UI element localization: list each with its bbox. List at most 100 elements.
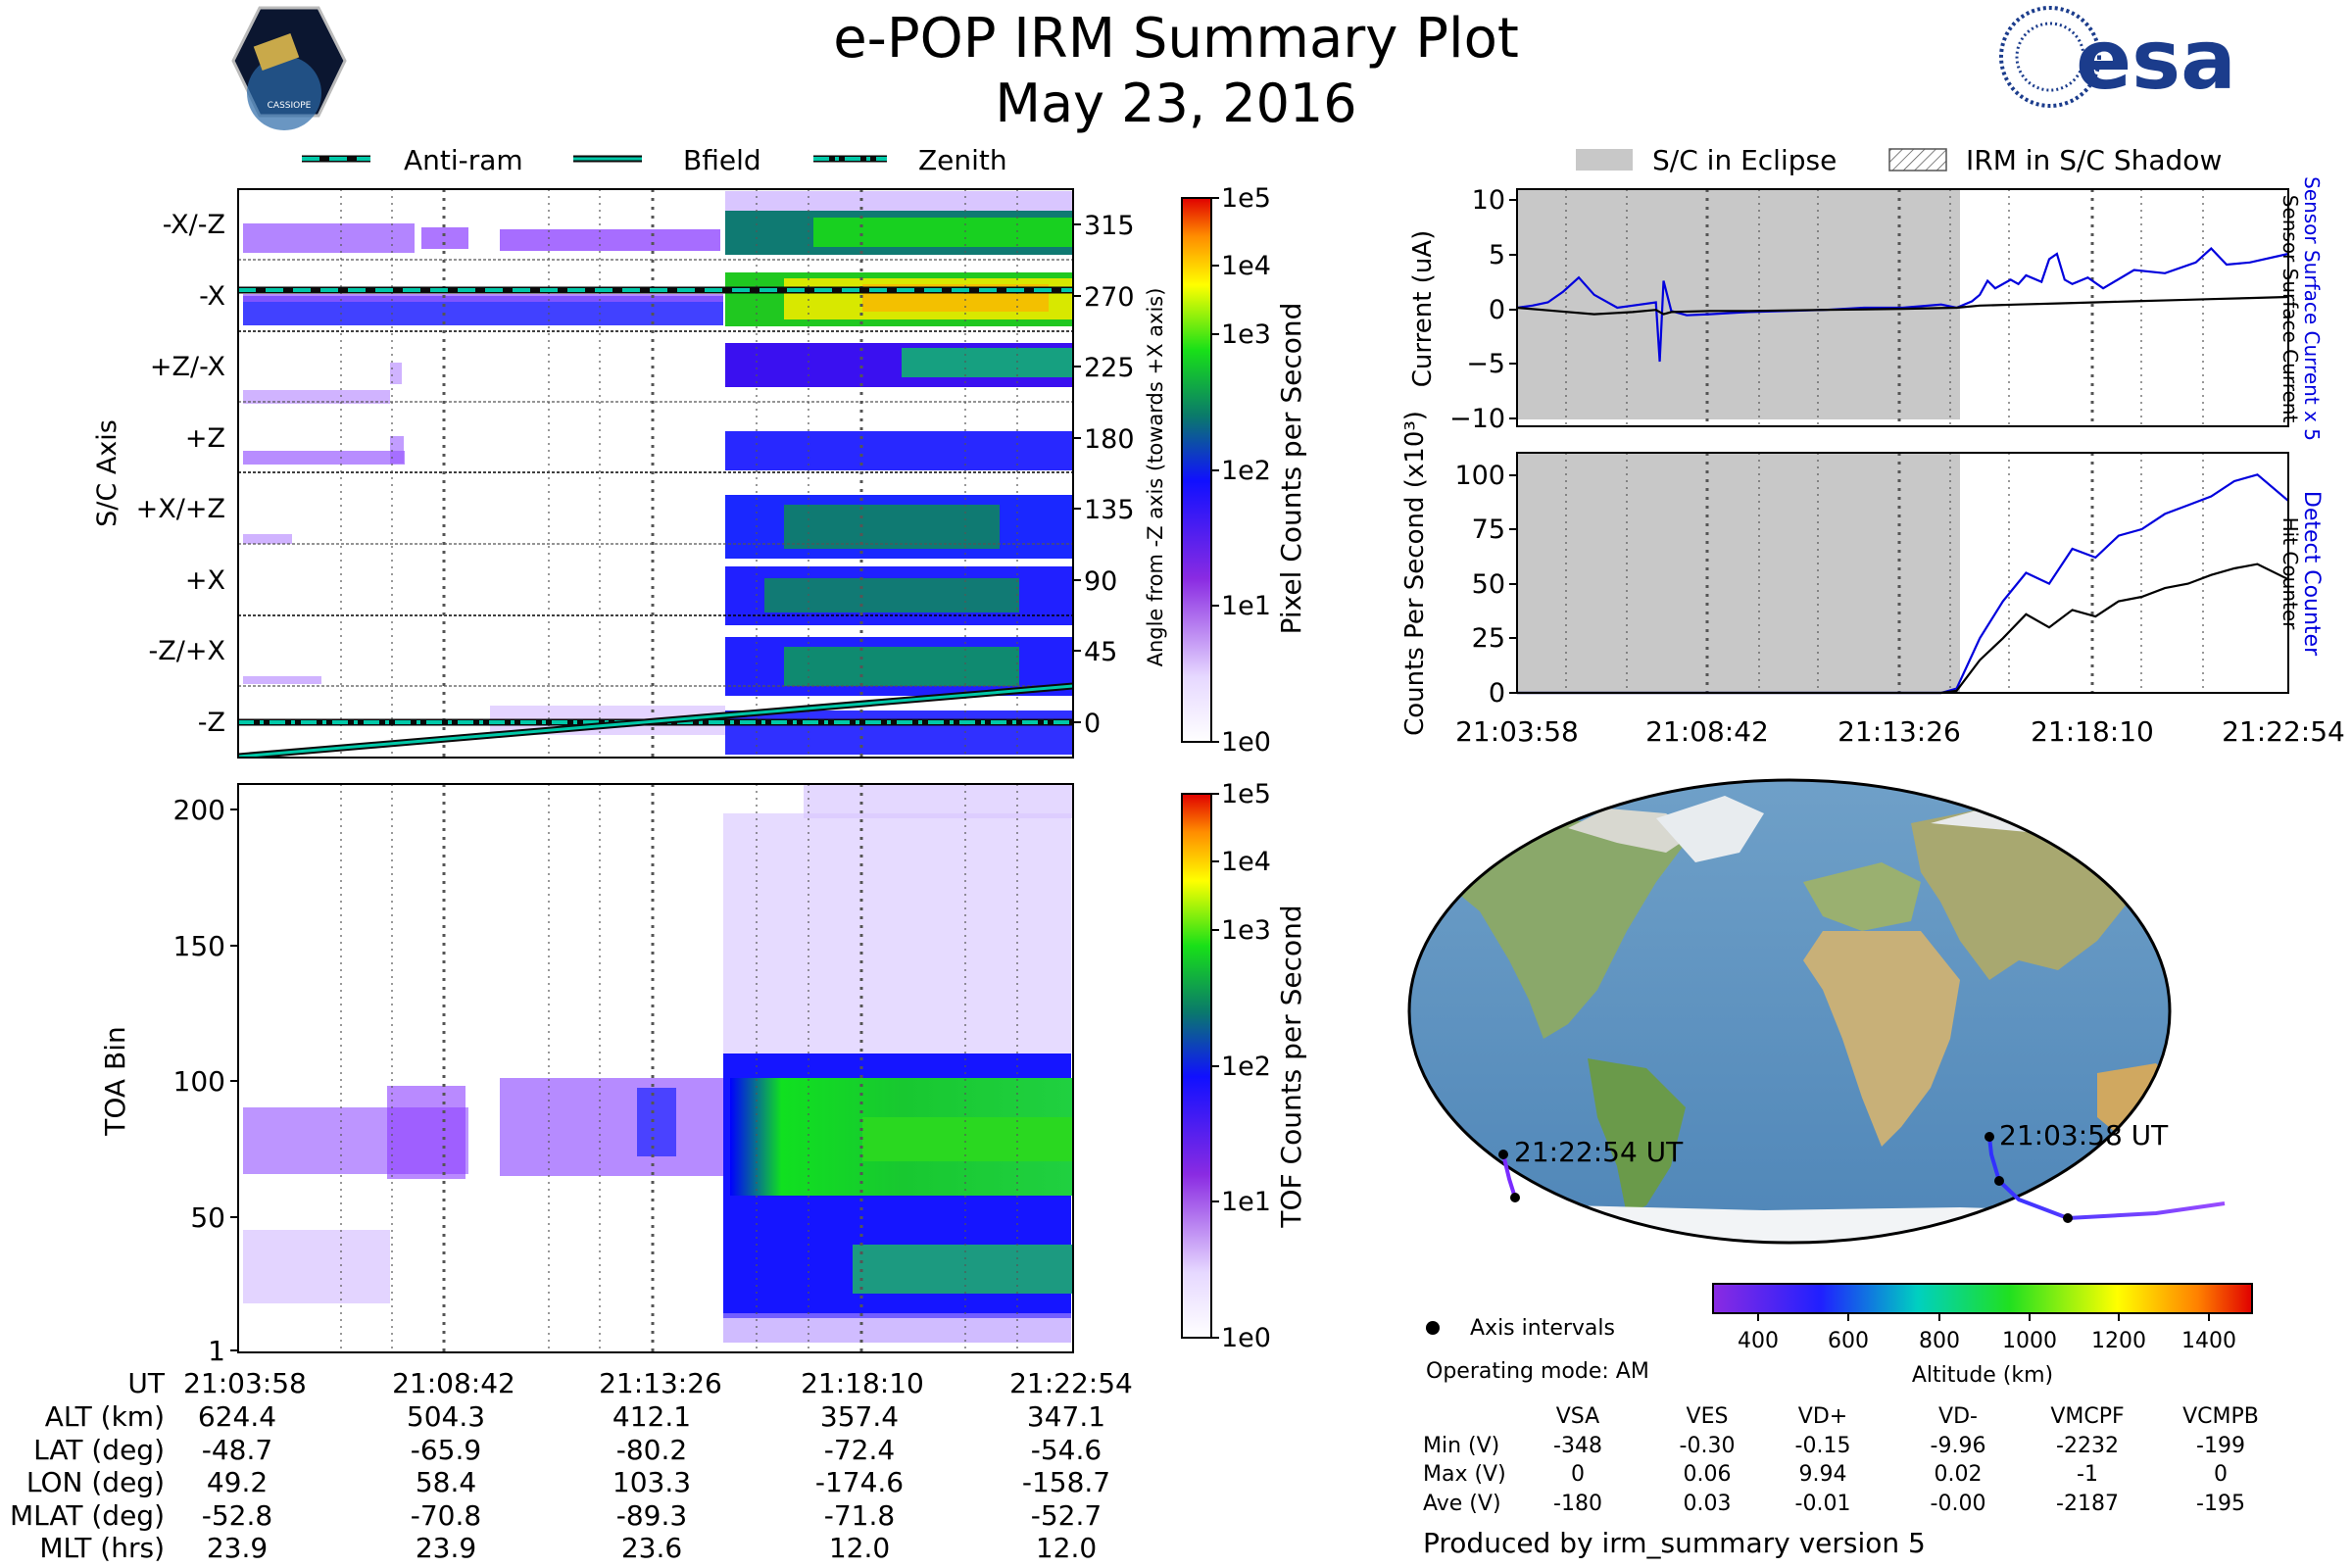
counts-ytick: 25 (1472, 623, 1505, 654)
current-ytick: 10 (1472, 185, 1505, 216)
axis-intervals-label: Axis intervals (1470, 1316, 1615, 1341)
counts-xtick: 21:13:26 (1838, 715, 1961, 748)
orbit-map: 21:03:58 UT 21:22:54 UT (1407, 778, 2226, 1245)
toa-ytick: 150 (173, 930, 225, 962)
altitude-tick: 800 (1919, 1329, 1960, 1353)
ephem-value: 347.1 (1027, 1400, 1105, 1433)
ephem-label: ALT (km) (45, 1400, 165, 1433)
toa-ytick: 200 (173, 794, 225, 826)
row-label: +X/+Z (136, 494, 225, 524)
row-label: -X/-Z (163, 210, 225, 240)
map-legend: Axis intervals Operating mode: AM 400 60… (1426, 1283, 2253, 1388)
voltage-value: 9.94 (1799, 1462, 1847, 1487)
ephem-value: -52.8 (202, 1499, 272, 1532)
ephem-value: -71.8 (824, 1499, 895, 1532)
ephem-value: -158.7 (1022, 1466, 1110, 1498)
toa-panel: TOA Bin 200 150 100 50 1 (99, 783, 1074, 1367)
colorbar-tick: 1e2 (1221, 1052, 1271, 1082)
axis-interval-dot (1498, 1150, 1508, 1159)
altitude-tick: 600 (1828, 1329, 1869, 1353)
ephem-value: 21:22:54 (1009, 1367, 1133, 1399)
voltage-row-label: Min (V) (1423, 1434, 1499, 1458)
ephem-label: MLT (hrs) (39, 1532, 165, 1564)
operating-mode: Operating mode: AM (1426, 1359, 1649, 1384)
counts-xtick: 21:08:42 (1645, 715, 1769, 748)
toa-ytick: 100 (173, 1065, 225, 1098)
angle-tick: 180 (1084, 424, 1135, 455)
voltage-value: 0 (1571, 1462, 1585, 1487)
ephem-value: 21:03:58 (183, 1367, 307, 1399)
current-ytick: −10 (1449, 404, 1505, 434)
altitude-colorbar (1712, 1283, 2253, 1314)
ephem-value: -65.9 (411, 1434, 481, 1466)
legend-shadow: IRM in S/C Shadow (1966, 144, 2222, 176)
angle-tick: 315 (1084, 211, 1135, 241)
current-series-black (1516, 295, 2289, 316)
ephem-value: 23.6 (621, 1532, 682, 1564)
voltage-col-header: VES (1687, 1404, 1729, 1429)
row-label: -X (199, 281, 225, 312)
ephem-value: 23.9 (207, 1532, 268, 1564)
esa-logo: esa (1999, 6, 2236, 108)
colorbar-tick: 1e2 (1221, 456, 1271, 486)
counts-xtick: 21:22:54 (2222, 715, 2345, 748)
ephemeris-table: UT ALT (km) LAT (deg) LON (deg) MLAT (de… (10, 1367, 1133, 1564)
counts-ytick: 100 (1454, 461, 1505, 491)
legend-zenith: Zenith (918, 144, 1007, 176)
colorbar-tick: 1e4 (1221, 251, 1271, 281)
pixel-colorbar: 1e5 1e4 1e3 1e2 1e1 1e0 Pixel Counts per… (1181, 183, 1307, 758)
voltage-value: -180 (1553, 1492, 1602, 1516)
counts-xtick: 21:18:10 (2031, 715, 2154, 748)
ephem-value: 21:18:10 (801, 1367, 924, 1399)
angle-tick: 90 (1084, 566, 1117, 597)
colorbar-tick: 1e5 (1221, 779, 1271, 809)
voltage-value: -348 (1553, 1434, 1602, 1458)
voltage-value: 0 (2214, 1462, 2228, 1487)
toa-heatmap (243, 784, 1073, 1352)
ephem-value: 504.3 (407, 1400, 485, 1433)
voltage-value: 0.02 (1935, 1462, 1983, 1487)
tof-colorbar: 1e5 1e4 1e3 1e2 1e1 1e0 TOF Counts per S… (1181, 779, 1307, 1353)
colorbar-tick: 1e3 (1221, 915, 1271, 946)
ephem-value: -174.6 (815, 1466, 904, 1498)
legend-top-right: S/C in Eclipse IRM in S/C Shadow (1576, 144, 2222, 176)
current-right-label-black: Sensor Surface Current (2278, 195, 2302, 423)
ephem-label: UT (127, 1367, 165, 1399)
toa-ytick: 1 (208, 1335, 225, 1367)
axis-panel-ylabel: S/C Axis (92, 419, 122, 527)
current-series-blue (1516, 246, 2289, 363)
page-date: May 23, 2016 (995, 73, 1356, 134)
voltage-value: -9.96 (1931, 1434, 1986, 1458)
voltage-col-header: VD+ (1798, 1404, 1847, 1429)
counts-ytick: 0 (1489, 678, 1505, 709)
pixel-colorbar-label: Pixel Counts per Second (1275, 303, 1307, 635)
mission-logo-text: CASSIOPE (268, 101, 312, 111)
counts-xtick: 21:03:58 (1455, 715, 1579, 748)
ephem-value: 58.4 (416, 1466, 476, 1498)
ephem-value: 49.2 (207, 1466, 268, 1498)
counts-series-black (1517, 563, 2289, 695)
mission-logo: CASSIOPE (231, 6, 347, 130)
angle-tick: 270 (1084, 282, 1135, 313)
legend-top-left: Anti-ram Bfield Zenith (302, 144, 1007, 176)
angle-tick: 135 (1084, 495, 1135, 525)
altitude-label: Altitude (km) (1912, 1363, 2053, 1388)
colorbar-tick: 1e3 (1221, 319, 1271, 350)
angle-tick: 45 (1084, 637, 1117, 667)
voltage-value: 0.06 (1684, 1462, 1732, 1487)
voltage-row-label: Max (V) (1423, 1462, 1506, 1487)
counts-ytick: 50 (1472, 569, 1505, 600)
ephem-value: -52.7 (1031, 1499, 1102, 1532)
current-ylabel: Current (uA) (1408, 230, 1438, 387)
counts-series-blue (1517, 473, 2289, 695)
voltage-col-header: VD- (1938, 1404, 1978, 1429)
voltage-col-header: VCMPB (2182, 1404, 2259, 1429)
ephem-value: 624.4 (198, 1400, 276, 1433)
axis-interval-dot (1994, 1176, 2004, 1186)
toa-ylabel: TOA Bin (99, 1026, 131, 1136)
eclipse-region (1517, 189, 1960, 419)
tof-colorbar-label: TOF Counts per Second (1275, 905, 1307, 1228)
legend-eclipse: S/C in Eclipse (1652, 144, 1837, 176)
axis-panel-row-labels: -X/-Z -X +Z/-X +Z +X/+Z +X -Z/+X -Z (136, 210, 225, 738)
